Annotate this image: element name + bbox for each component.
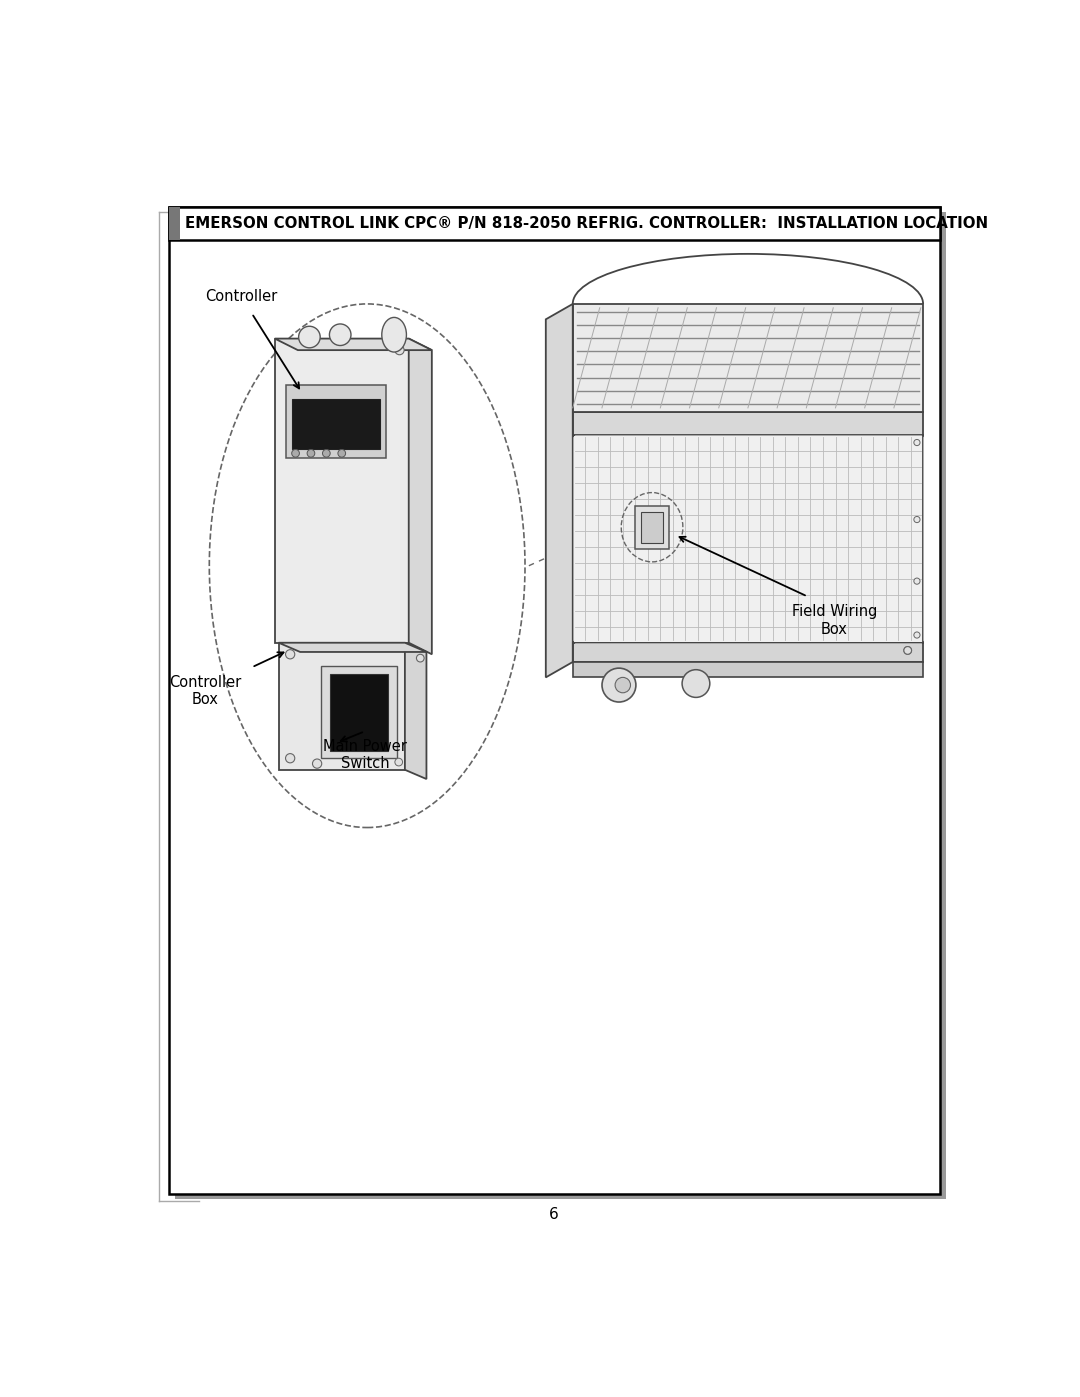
Polygon shape [642, 511, 663, 542]
Text: Controller: Controller [205, 289, 278, 305]
Text: EMERSON CONTROL LINK CPC® P/N 818-2050 REFRIG. CONTROLLER:  INSTALLATION LOCATIO: EMERSON CONTROL LINK CPC® P/N 818-2050 R… [186, 217, 988, 232]
Polygon shape [545, 305, 572, 678]
Circle shape [395, 759, 403, 766]
Circle shape [914, 631, 920, 638]
Circle shape [285, 753, 295, 763]
Polygon shape [572, 412, 923, 434]
Polygon shape [286, 384, 387, 458]
Polygon shape [572, 305, 923, 412]
FancyBboxPatch shape [175, 211, 946, 1199]
Text: 6: 6 [549, 1207, 558, 1221]
FancyBboxPatch shape [168, 207, 940, 1194]
Polygon shape [572, 662, 923, 678]
Polygon shape [274, 338, 432, 351]
Polygon shape [321, 666, 397, 759]
Circle shape [395, 345, 404, 355]
Circle shape [285, 650, 295, 659]
Circle shape [307, 450, 314, 457]
Polygon shape [279, 643, 427, 652]
Polygon shape [274, 338, 408, 643]
Circle shape [329, 324, 351, 345]
Polygon shape [572, 434, 923, 643]
Circle shape [914, 578, 920, 584]
Text: Field Wiring
Box: Field Wiring Box [792, 605, 877, 637]
Circle shape [683, 669, 710, 697]
Circle shape [417, 654, 424, 662]
Circle shape [312, 759, 322, 768]
Circle shape [914, 517, 920, 522]
Circle shape [323, 450, 330, 457]
Polygon shape [279, 643, 405, 770]
Circle shape [616, 678, 631, 693]
Circle shape [338, 450, 346, 457]
Polygon shape [405, 643, 427, 780]
Circle shape [602, 668, 636, 703]
Text: Main Power
Switch: Main Power Switch [323, 739, 407, 771]
Text: Controller
Box: Controller Box [170, 675, 242, 707]
Circle shape [292, 450, 299, 457]
Polygon shape [408, 338, 432, 654]
Circle shape [904, 647, 912, 654]
Polygon shape [635, 506, 669, 549]
Circle shape [914, 440, 920, 446]
Polygon shape [330, 673, 388, 750]
Circle shape [299, 327, 320, 348]
Polygon shape [293, 398, 380, 448]
FancyBboxPatch shape [168, 207, 940, 240]
Ellipse shape [382, 317, 406, 352]
Circle shape [904, 647, 912, 654]
Polygon shape [572, 643, 923, 662]
FancyBboxPatch shape [168, 207, 180, 240]
